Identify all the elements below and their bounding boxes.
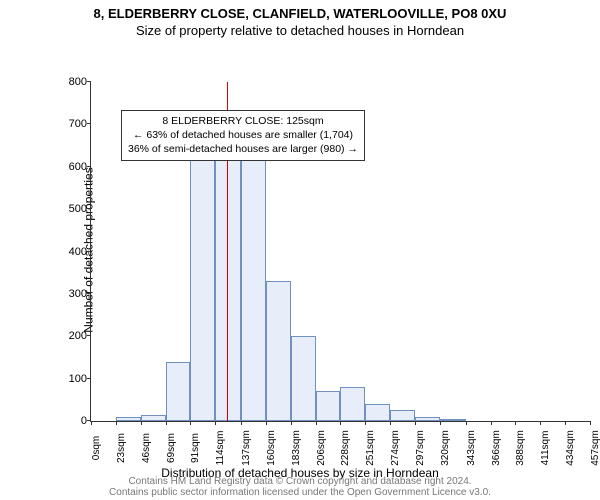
x-tick-label: 343sqm	[466, 430, 477, 466]
x-tick-label: 434sqm	[565, 430, 576, 466]
page-title: 8, ELDERBERRY CLOSE, CLANFIELD, WATERLOO…	[0, 0, 600, 21]
footer-attribution: Contains HM Land Registry data © Crown c…	[0, 476, 600, 498]
y-tick-mark	[87, 166, 91, 167]
x-tick-label: 366sqm	[491, 430, 502, 466]
footer-line: Contains public sector information licen…	[0, 487, 600, 498]
x-tick-label: 0sqm	[91, 436, 102, 460]
x-tick-mark	[266, 421, 267, 425]
y-tick-label: 400	[61, 246, 87, 258]
x-tick-mark	[491, 421, 492, 425]
y-tick-mark	[87, 251, 91, 252]
plot-region: 01002003004005006007008000sqm23sqm46sqm6…	[90, 82, 590, 422]
x-tick-mark	[91, 421, 92, 425]
histogram-bar	[141, 415, 166, 421]
x-tick-label: 457sqm	[590, 430, 600, 466]
x-tick-mark	[390, 421, 391, 425]
x-tick-label: 137sqm	[241, 430, 252, 466]
histogram-bar	[365, 404, 390, 421]
x-tick-label: 206sqm	[316, 430, 327, 466]
x-tick-mark	[365, 421, 366, 425]
annotation-box: 8 ELDERBERRY CLOSE: 125sqm ← 63% of deta…	[121, 110, 365, 161]
y-tick-label: 600	[61, 161, 87, 173]
x-tick-label: 274sqm	[390, 430, 401, 466]
x-tick-mark	[515, 421, 516, 425]
histogram-bar	[116, 417, 141, 421]
x-tick-label: 46sqm	[141, 433, 152, 463]
x-tick-mark	[166, 421, 167, 425]
x-tick-mark	[340, 421, 341, 425]
histogram-bar	[291, 336, 316, 421]
y-tick-mark	[87, 123, 91, 124]
page-subtitle: Size of property relative to detached ho…	[0, 21, 600, 38]
x-tick-mark	[316, 421, 317, 425]
x-tick-mark	[565, 421, 566, 425]
y-tick-label: 700	[61, 118, 87, 130]
x-tick-label: 23sqm	[116, 433, 127, 463]
x-tick-mark	[141, 421, 142, 425]
x-tick-label: 91sqm	[190, 433, 201, 463]
histogram-bar	[415, 417, 440, 421]
y-tick-label: 500	[61, 203, 87, 215]
histogram-bar	[241, 160, 266, 421]
histogram-bar	[316, 391, 340, 421]
histogram-bar	[166, 362, 190, 421]
footer-line: Contains HM Land Registry data © Crown c…	[0, 476, 600, 487]
x-tick-label: 297sqm	[415, 430, 426, 466]
x-tick-mark	[466, 421, 467, 425]
x-tick-label: 388sqm	[515, 430, 526, 466]
annotation-line: ← 63% of detached houses are smaller (1,…	[128, 128, 358, 142]
x-tick-label: 251sqm	[365, 430, 376, 466]
x-tick-label: 320sqm	[440, 430, 451, 466]
x-tick-mark	[215, 421, 216, 425]
y-tick-label: 800	[61, 76, 87, 88]
x-tick-mark	[440, 421, 441, 425]
x-tick-label: 228sqm	[340, 430, 351, 466]
x-tick-mark	[241, 421, 242, 425]
x-tick-label: 69sqm	[166, 433, 177, 463]
histogram-bar	[266, 281, 291, 421]
x-tick-label: 114sqm	[215, 431, 226, 466]
y-tick-mark	[87, 335, 91, 336]
y-tick-label: 200	[61, 330, 87, 342]
x-tick-mark	[190, 421, 191, 425]
x-tick-mark	[291, 421, 292, 425]
y-tick-label: 0	[61, 415, 87, 427]
y-tick-mark	[87, 293, 91, 294]
y-tick-mark	[87, 378, 91, 379]
x-tick-mark	[590, 421, 591, 425]
histogram-bar	[440, 419, 465, 421]
histogram-bar	[190, 152, 215, 421]
y-tick-label: 300	[61, 288, 87, 300]
x-tick-label: 160sqm	[266, 430, 277, 466]
annotation-line: 36% of semi-detached houses are larger (…	[128, 142, 358, 156]
annotation-line: 8 ELDERBERRY CLOSE: 125sqm	[128, 114, 358, 128]
y-tick-mark	[87, 208, 91, 209]
y-tick-label: 100	[61, 373, 87, 385]
histogram-bar	[340, 387, 365, 421]
x-tick-mark	[116, 421, 117, 425]
x-tick-label: 411sqm	[540, 431, 551, 466]
y-tick-mark	[87, 81, 91, 82]
chart-area: 01002003004005006007008000sqm23sqm46sqm6…	[60, 82, 590, 462]
histogram-bar	[390, 410, 415, 421]
x-tick-mark	[540, 421, 541, 425]
x-tick-mark	[415, 421, 416, 425]
x-tick-label: 183sqm	[291, 430, 302, 466]
